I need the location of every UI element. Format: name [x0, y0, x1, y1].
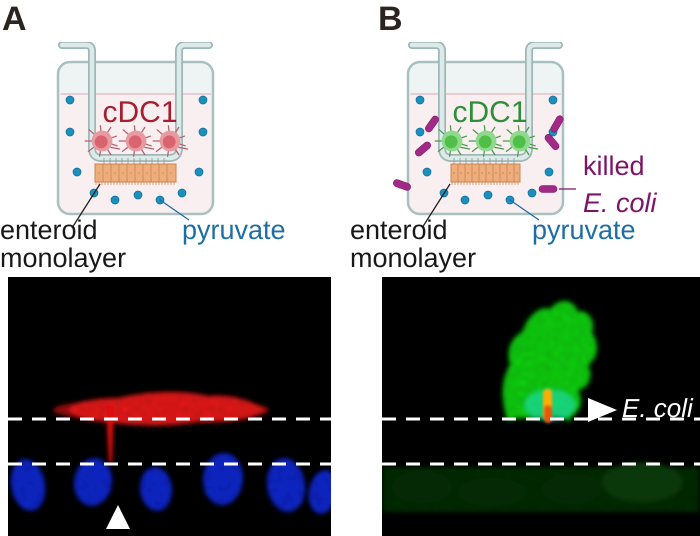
svg-text:cDC1: cDC1 — [102, 96, 177, 129]
svg-text:E. coli: E. coli — [622, 393, 694, 423]
svg-text:cDC1: cDC1 — [452, 96, 527, 129]
